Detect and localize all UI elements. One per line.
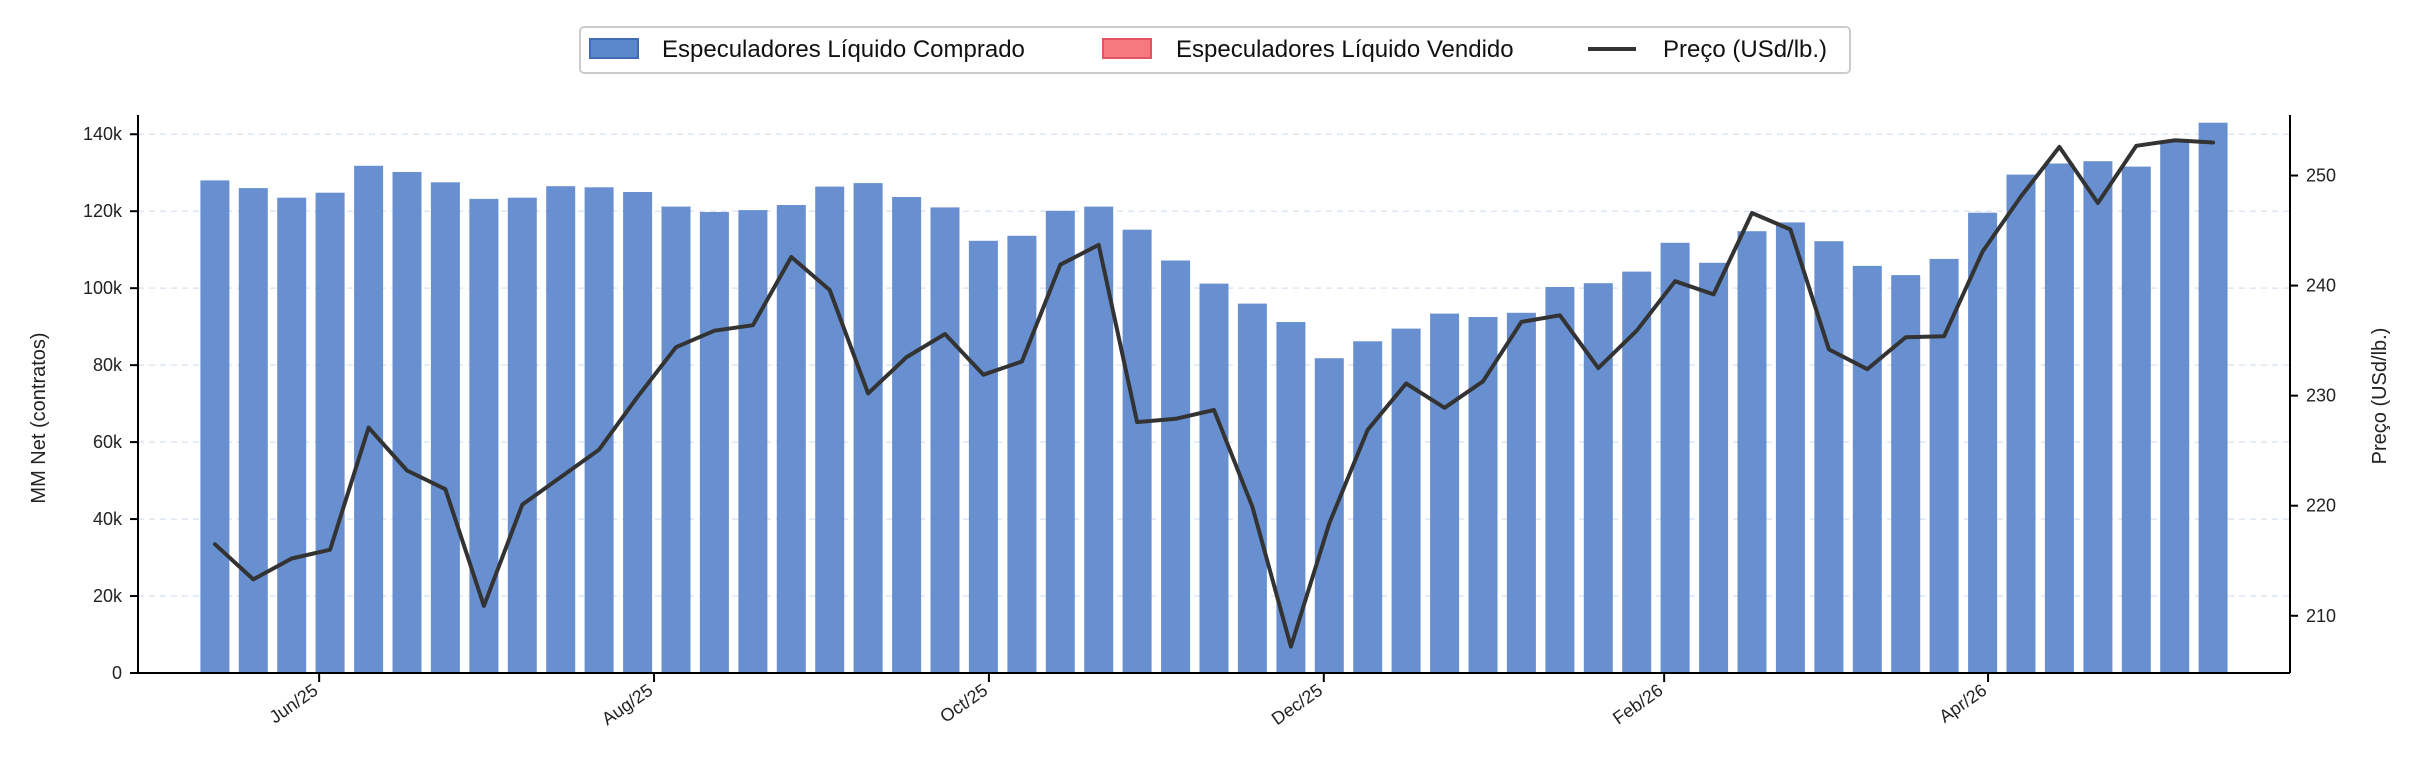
bar-net-long: [1430, 313, 1460, 673]
x-tick-label: Dec/25: [1268, 680, 1326, 729]
bar-net-long: [1891, 275, 1921, 673]
bar-net-long: [661, 206, 691, 673]
bar-net-long: [1353, 341, 1383, 673]
bar-net-long: [354, 165, 384, 674]
bar-net-long: [1045, 210, 1075, 674]
bar-net-long: [1007, 235, 1037, 674]
bar-net-long: [2121, 166, 2151, 673]
bar-net-long: [1968, 212, 1998, 673]
y-tick-label: 40k: [93, 509, 123, 529]
legend-label-price: Preço (USd/lb.): [1663, 36, 1827, 63]
bar-net-long: [430, 182, 460, 674]
bar-net-long: [1122, 229, 1152, 673]
y2-tick-label: 230: [2306, 386, 2336, 406]
bar-net-long: [1660, 242, 1690, 674]
bar-net-long: [853, 183, 883, 673]
y2-tick-label: 210: [2306, 606, 2336, 626]
y-tick-label: 20k: [93, 586, 123, 606]
bar-net-long: [469, 198, 499, 673]
x-tick-label: Jun/25: [266, 680, 322, 727]
bar-net-long: [1699, 262, 1729, 673]
bar-net-long: [1084, 206, 1114, 673]
bar-net-long: [1583, 283, 1613, 673]
y-tick-label: 80k: [93, 355, 123, 375]
y-tick-label: 140k: [83, 124, 123, 144]
bar-net-long: [392, 172, 422, 673]
legend-label-net-short: Especuladores Líquido Vendido: [1176, 36, 1514, 63]
bar-net-long: [738, 210, 768, 673]
bar-net-long: [1468, 317, 1498, 673]
legend-frame: [579, 26, 1851, 74]
legend: Especuladores Líquido Comprado Especulad…: [579, 26, 1851, 74]
bar-net-long: [776, 205, 806, 673]
y-tick-label: 60k: [93, 432, 123, 452]
bar-net-long: [1814, 241, 1844, 673]
bar-net-long: [1545, 287, 1575, 673]
bar-net-long: [1929, 258, 1959, 673]
bar-net-long: [699, 212, 729, 673]
bar-net-long: [200, 180, 230, 673]
bar-net-long: [277, 197, 307, 673]
bar-net-long: [2083, 161, 2113, 673]
bar-net-long: [1737, 231, 1767, 673]
bars-net-long: [200, 122, 2228, 674]
bar-net-long: [2006, 174, 2036, 673]
bar-net-long: [1314, 358, 1344, 673]
bar-net-long: [930, 207, 960, 673]
legend-swatch-net-short: [1102, 38, 1152, 59]
bar-net-long: [1391, 328, 1421, 673]
bar-net-long: [1237, 303, 1267, 673]
y-axis-title: MM Net (contratos): [28, 332, 50, 503]
bar-net-long: [1161, 260, 1191, 673]
legend-swatch-net-long: [589, 38, 639, 59]
y2-tick-label: 250: [2306, 166, 2336, 186]
x-tick-label: Oct/25: [936, 680, 991, 727]
y2-axis-title: Preço (USd/lb.): [2369, 328, 2391, 465]
price-line-layer: [212, 138, 2216, 649]
x-tick-label: Aug/25: [598, 680, 656, 729]
bar-net-long: [1852, 265, 1882, 673]
y-tick-label: 120k: [83, 201, 123, 221]
bar-net-long: [2044, 163, 2074, 673]
legend-item-net-short: Especuladores Líquido Vendido: [1102, 36, 1514, 63]
bar-net-long: [584, 187, 614, 674]
y-tick-label: 0: [112, 663, 122, 683]
bar-net-long: [546, 186, 576, 673]
bar-net-long: [1199, 283, 1229, 673]
y2-tick-label: 220: [2306, 496, 2336, 516]
bar-net-long: [1506, 312, 1536, 673]
bar-net-long: [892, 197, 922, 673]
bar-net-long: [815, 186, 845, 673]
legend-label-net-long: Especuladores Líquido Comprado: [662, 36, 1025, 63]
bar-net-long: [623, 192, 653, 673]
bar-net-long: [1775, 222, 1805, 673]
bar-net-long: [2160, 141, 2190, 673]
x-tick-label: Feb/26: [1609, 680, 1666, 729]
y2-tick-label: 240: [2306, 276, 2336, 296]
legend-item-net-long: Especuladores Líquido Comprado: [589, 36, 1025, 63]
bar-net-long: [238, 188, 268, 673]
bar-net-long: [968, 240, 998, 674]
bar-net-long: [507, 197, 537, 673]
x-tick-label: Apr/26: [1935, 680, 1990, 727]
y-tick-label: 100k: [83, 278, 123, 298]
bar-net-long: [315, 192, 345, 673]
legend-item-price: Preço (USd/lb.): [1588, 36, 1827, 63]
bar-net-long: [2198, 122, 2228, 673]
